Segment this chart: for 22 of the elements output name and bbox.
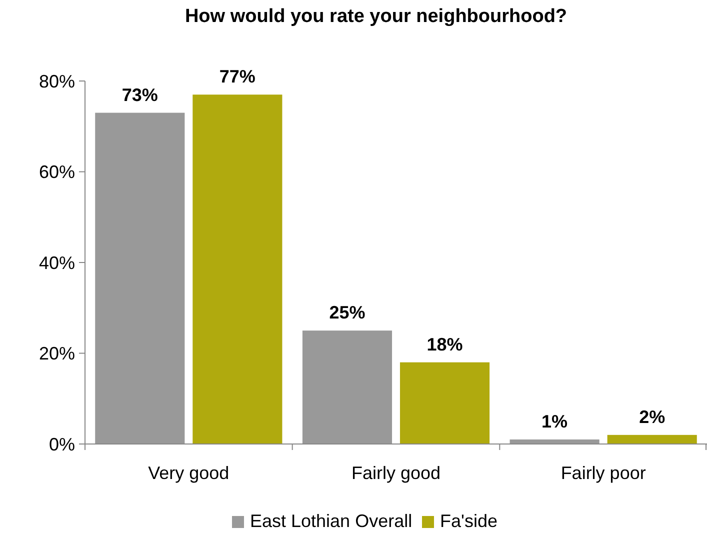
legend-label: East Lothian Overall [250,511,412,531]
data-label: 77% [219,66,256,87]
y-tick-label: 60% [38,162,75,182]
bar [192,94,282,444]
chart-title: How would you rate your neighbourhood? [184,6,568,27]
data-label: 73% [122,84,158,105]
x-tick-label: Fairly good [351,463,441,483]
y-tick-label: 40% [38,252,75,273]
y-tick-label: 80% [38,71,75,92]
y-tick-label: 0% [48,434,75,454]
x-tick-label: Very good [148,463,230,483]
bar [400,362,490,444]
bar [607,434,697,444]
bar [302,330,392,444]
y-tick-label: 20% [38,344,75,364]
legend-label: Fa'side [440,511,498,531]
data-label: 2% [639,406,666,427]
bar [95,112,185,444]
x-tick-label: Fairly poor [560,463,646,483]
data-label: 25% [329,302,366,323]
data-label: 18% [426,334,463,354]
data-label: 1% [542,411,568,432]
